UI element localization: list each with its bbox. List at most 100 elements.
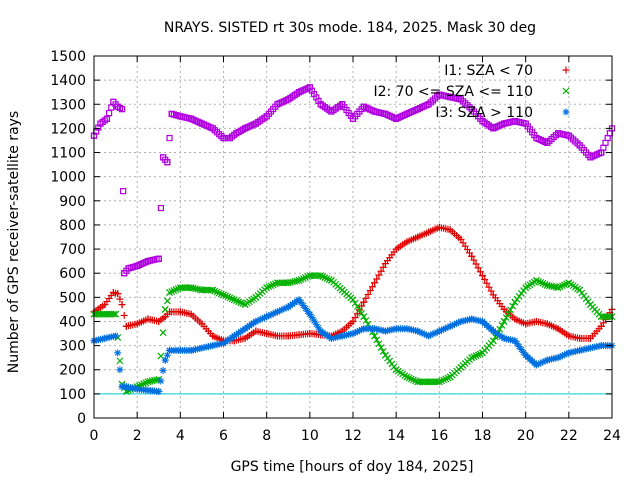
data-point [327, 334, 335, 342]
data-point [237, 299, 245, 307]
data-point [263, 113, 270, 120]
data-point [166, 134, 173, 142]
data-point [447, 93, 454, 101]
data-point [306, 84, 313, 91]
data-point [103, 115, 111, 122]
data-point [323, 275, 331, 282]
y-tick-label: 0 [77, 411, 86, 427]
data-point [168, 110, 175, 118]
data-point [554, 354, 562, 362]
data-point [435, 378, 443, 386]
data-point [450, 320, 458, 328]
data-point [403, 110, 411, 118]
data-point [198, 344, 206, 352]
y-tick-label: 500 [59, 290, 86, 306]
data-point [358, 326, 366, 334]
data-point [403, 325, 411, 333]
data-point [371, 108, 378, 115]
data-point [403, 238, 411, 246]
x-tick-label: 6 [219, 428, 228, 444]
data-point [224, 293, 232, 301]
data-point [163, 297, 171, 305]
legend-entry: I2: 70 <= SZA <= 110 [373, 84, 570, 100]
data-point [187, 284, 195, 292]
data-point [118, 383, 126, 391]
data-point [379, 347, 387, 355]
data-point [188, 115, 195, 122]
data-point [220, 134, 227, 142]
data-point [507, 306, 514, 314]
data-point [444, 323, 452, 331]
data-point [392, 245, 400, 253]
y-tick-label: 1200 [50, 121, 86, 137]
data-point [414, 105, 421, 113]
data-point [522, 351, 530, 359]
data-point [371, 332, 379, 340]
data-point [442, 375, 450, 383]
data-point [489, 327, 497, 335]
data-point [209, 125, 216, 132]
data-point [295, 331, 303, 339]
x-tick-label: 10 [301, 428, 319, 444]
data-point [556, 283, 564, 291]
data-point [263, 284, 271, 292]
data-point [166, 346, 174, 354]
data-point [116, 357, 124, 365]
data-point [515, 343, 523, 351]
legend-marker [562, 108, 570, 116]
data-point [453, 319, 461, 327]
data-point [112, 310, 120, 318]
data-point [500, 120, 508, 127]
data-point [220, 291, 227, 299]
data-point [209, 342, 217, 350]
data-point [440, 325, 448, 333]
data-point [500, 305, 508, 313]
data-point [533, 134, 540, 142]
data-point [500, 318, 508, 325]
data-point [133, 320, 141, 328]
data-point [161, 356, 169, 364]
data-point [263, 313, 271, 321]
data-point [437, 326, 445, 334]
data-point [511, 315, 519, 323]
data-point [155, 387, 163, 395]
data-point [297, 299, 305, 307]
data-point [392, 325, 400, 333]
y-tick-label: 300 [59, 339, 86, 355]
data-point [284, 303, 292, 311]
data-point [479, 349, 486, 357]
data-point [371, 279, 379, 287]
data-point [317, 327, 325, 335]
data-point [360, 325, 368, 333]
data-point [338, 332, 346, 340]
x-tick-label: 12 [344, 428, 362, 444]
data-point [176, 284, 184, 292]
data-point [252, 120, 259, 127]
data-point [405, 374, 413, 382]
data-point [327, 277, 335, 284]
data-point [576, 142, 583, 149]
data-point [157, 204, 165, 212]
data-point [97, 120, 104, 127]
data-point [539, 279, 547, 287]
data-point [355, 327, 363, 335]
data-point [586, 334, 594, 342]
data-point [489, 291, 497, 299]
data-point [511, 118, 518, 125]
data-point [280, 305, 288, 313]
data-point [509, 302, 517, 310]
data-point [116, 295, 124, 303]
data-point [373, 336, 381, 344]
data-point [565, 349, 573, 357]
data-point [561, 281, 568, 289]
data-point [108, 104, 115, 111]
data-point [425, 228, 433, 236]
data-point [416, 328, 424, 336]
data-point [381, 327, 389, 335]
data-point [252, 317, 260, 325]
data-point [274, 279, 281, 287]
data-point [295, 277, 303, 284]
data-point [299, 302, 307, 310]
data-point [233, 297, 240, 305]
data-point [118, 301, 126, 309]
